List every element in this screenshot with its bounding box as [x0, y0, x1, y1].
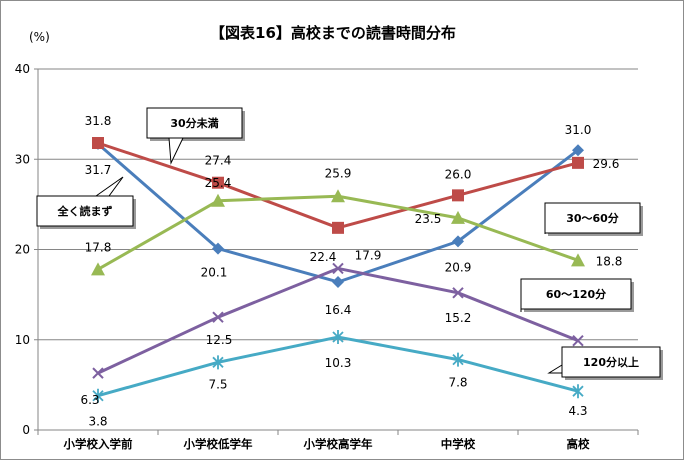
triangle-marker: [211, 193, 225, 207]
x-tick-label: 小学校低学年: [183, 437, 253, 451]
axes: [34, 68, 639, 435]
data-label: 4.3: [568, 404, 587, 418]
data-label: 6.3: [80, 393, 99, 407]
callout-label: 60〜120分: [546, 287, 606, 301]
callout-box: [561, 346, 661, 378]
legend-callout: 30〜60分: [544, 202, 643, 236]
square-marker: [572, 156, 584, 169]
x-tick-labels: 小学校入学前 小学校低学年 小学校高学年 中学校 高校: [63, 437, 590, 451]
callout-label: 120分以上: [583, 355, 639, 369]
data-label: 22.4: [310, 250, 337, 264]
data-label: 7.8: [448, 376, 467, 390]
legend-callout: 30分未満: [146, 107, 245, 165]
x-tick-label: 小学校入学前: [63, 437, 133, 451]
legend-callout: 60〜120分: [520, 278, 634, 312]
data-label: 23.5: [415, 212, 442, 226]
triangle-marker: [571, 253, 585, 267]
data-label: 31.8: [85, 114, 112, 128]
data-label: 27.4: [205, 154, 232, 168]
data-label: 20.9: [445, 260, 472, 274]
series-line: [97, 142, 579, 284]
legend-callout: 全く読まず: [36, 176, 136, 229]
triangle-marker: [91, 262, 105, 276]
diamond-marker: [332, 275, 344, 288]
data-label: 17.9: [355, 248, 382, 262]
chart-title: 【図表16】高校までの読書時間分布: [210, 24, 456, 42]
star-marker: [332, 330, 344, 345]
data-label: 18.8: [596, 254, 623, 268]
triangle-marker: [451, 210, 465, 224]
data-label: 16.4: [325, 303, 352, 317]
y-tick-label: 20: [15, 243, 30, 257]
legend-callout: 120分以上: [547, 346, 663, 380]
callout-box: [36, 195, 134, 227]
star-marker: [212, 355, 224, 370]
series-markers: [91, 137, 585, 403]
y-tick-label: 40: [15, 62, 30, 76]
callout-pointer: [547, 364, 563, 374]
square-marker: [92, 137, 104, 150]
callout-label: 30分未満: [170, 116, 218, 130]
y-tick-labels: 0 10 20 30 40: [15, 62, 30, 437]
x-marker: [332, 262, 344, 275]
square-marker: [452, 189, 464, 202]
data-label: 25.4: [205, 176, 232, 190]
star-marker: [452, 352, 464, 367]
data-label: 17.8: [85, 240, 112, 254]
data-label: 29.6: [593, 157, 620, 171]
callout-label: 全く読まず: [57, 204, 113, 218]
data-label: 3.8: [88, 415, 107, 429]
y-axis-unit-label: (%): [29, 30, 50, 44]
legend-callouts: 全く読まず 30分未満 30〜60分 60〜120分 120分以上: [36, 107, 663, 380]
data-label: 10.3: [325, 356, 352, 370]
square-marker: [332, 221, 344, 234]
y-tick-label: 10: [15, 333, 30, 347]
callout-pointer: [94, 176, 124, 197]
data-label: 31.7: [85, 163, 112, 177]
data-labels: 31.7 20.1 16.4 20.9 31.0 31.8 27.4 22.4 26.0 29.6…: [80, 114, 622, 429]
data-label: 26.0: [445, 167, 472, 181]
data-label: 20.1: [201, 266, 228, 280]
y-tick-label: 30: [15, 152, 30, 166]
data-label: 31.0: [565, 123, 592, 137]
data-label: 12.5: [206, 333, 233, 347]
diamond-marker: [452, 235, 464, 248]
x-tick-label: 小学校高学年: [303, 437, 373, 451]
callout-label: 30〜60分: [566, 211, 619, 225]
x-marker: [212, 311, 224, 323]
x-marker: [92, 367, 104, 379]
y-tick-label: 0: [22, 423, 30, 437]
callout-pointer: [168, 137, 184, 165]
data-label: 7.5: [208, 377, 227, 391]
callout-box: [146, 107, 243, 139]
data-label: 25.9: [325, 166, 352, 180]
x-tick-label: 高校: [567, 437, 590, 451]
callout-box: [544, 202, 641, 234]
diamond-marker: [212, 242, 224, 255]
x-marker: [452, 287, 464, 299]
star-marker: [92, 388, 104, 403]
triangle-marker: [331, 189, 345, 203]
callout-box: [520, 278, 632, 310]
x-tick-label: 中学校: [441, 437, 476, 451]
diamond-marker: [572, 144, 584, 157]
square-marker: [212, 176, 224, 189]
x-marker: [572, 334, 584, 347]
data-label: 15.2: [445, 311, 472, 325]
star-marker: [572, 384, 584, 399]
